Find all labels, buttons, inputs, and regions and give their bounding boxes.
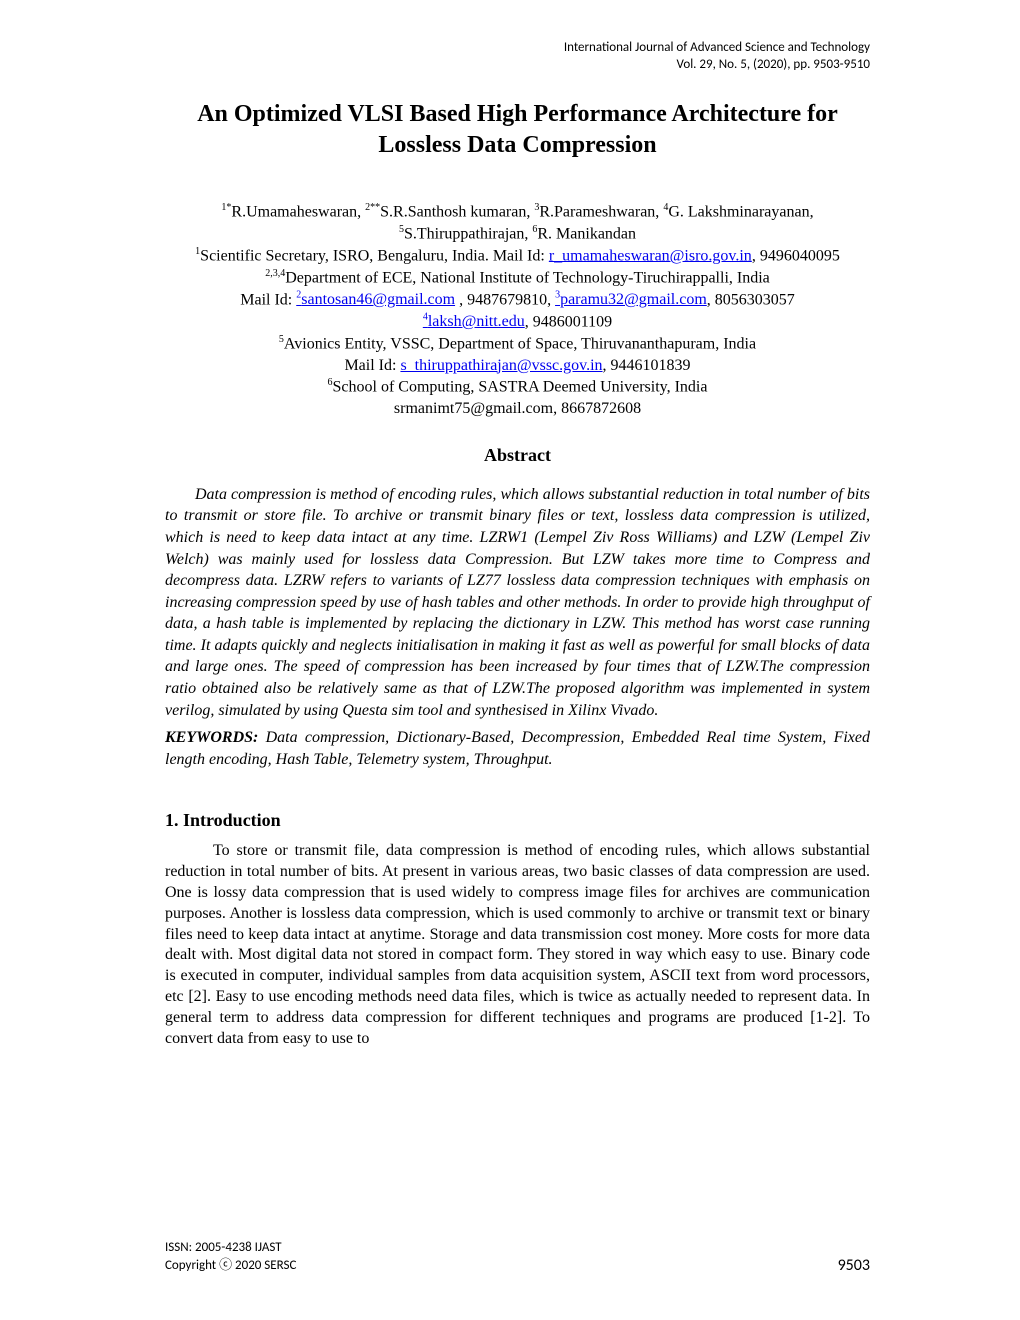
aff-text: School of Computing, SASTRA Deemed Unive…: [333, 379, 708, 396]
author-name: R.Umamaheswaran,: [231, 203, 365, 220]
journal-header: International Journal of Advanced Scienc…: [165, 40, 870, 74]
mail-label: Mail Id:: [240, 291, 296, 308]
phone-text: , 9496040095: [752, 247, 840, 264]
journal-name: International Journal of Advanced Scienc…: [165, 40, 870, 57]
aff-sup: 2,3,4: [265, 268, 285, 279]
keywords-text: Data compression, Dictionary-Based, Deco…: [165, 729, 870, 768]
phone-text: , 9487679810,: [455, 291, 555, 308]
aff-text: Scientific Secretary, ISRO, Bengaluru, I…: [200, 247, 549, 264]
author-name: R. Manikandan: [537, 225, 636, 242]
phone-text: , 9486001109: [525, 313, 612, 330]
author-name: R.Parameshwaran,: [539, 203, 663, 220]
abstract-body: Data compression is method of encoding r…: [165, 484, 870, 722]
author-sup: 1*: [221, 202, 231, 213]
paper-title: An Optimized VLSI Based High Performance…: [165, 99, 870, 161]
email-link[interactable]: s_thiruppathirajan@vssc.gov.in: [400, 357, 602, 374]
footer-copyright: Copyright ⓒ 2020 SERSC: [165, 1257, 296, 1275]
keywords-label: KEYWORDS:: [165, 729, 258, 746]
authors-block: 1*R.Umamaheswaran, 2**S.R.Santhosh kumar…: [165, 201, 870, 420]
contact-text: srmanimt75@gmail.com, 8667872608: [394, 400, 641, 417]
author-name: S.Thiruppathirajan,: [404, 225, 532, 242]
email-link[interactable]: 4laksh@nitt.edu: [423, 313, 525, 330]
mail-label: Mail Id:: [344, 357, 400, 374]
author-name: S.R.Santhosh kumaran,: [380, 203, 534, 220]
abstract-heading: Abstract: [165, 445, 870, 466]
email-link[interactable]: 2santosan46@gmail.com: [296, 291, 455, 308]
page-number: 9503: [838, 1256, 870, 1275]
footer-issn: ISSN: 2005-4238 IJAST: [165, 1239, 296, 1257]
section-heading: 1. Introduction: [165, 810, 870, 831]
phone-text: , 9446101839: [603, 357, 691, 374]
page-footer: ISSN: 2005-4238 IJAST Copyright ⓒ 2020 S…: [165, 1239, 870, 1275]
email-link[interactable]: r_umamaheswaran@isro.gov.in: [549, 247, 752, 264]
author-name: G. Lakshminarayanan,: [668, 203, 813, 220]
phone-text: , 8056303057: [707, 291, 795, 308]
journal-volume: Vol. 29, No. 5, (2020), pp. 9503-9510: [165, 57, 870, 74]
aff-text: Avionics Entity, VSSC, Department of Spa…: [284, 335, 756, 352]
section-body: To store or transmit file, data compress…: [165, 841, 870, 1049]
aff-text: Department of ECE, National Institute of…: [285, 269, 770, 286]
keywords: KEYWORDS: Data compression, Dictionary-B…: [165, 727, 870, 770]
email-link[interactable]: 3paramu32@gmail.com: [555, 291, 707, 308]
author-sup: 2**: [365, 202, 380, 213]
